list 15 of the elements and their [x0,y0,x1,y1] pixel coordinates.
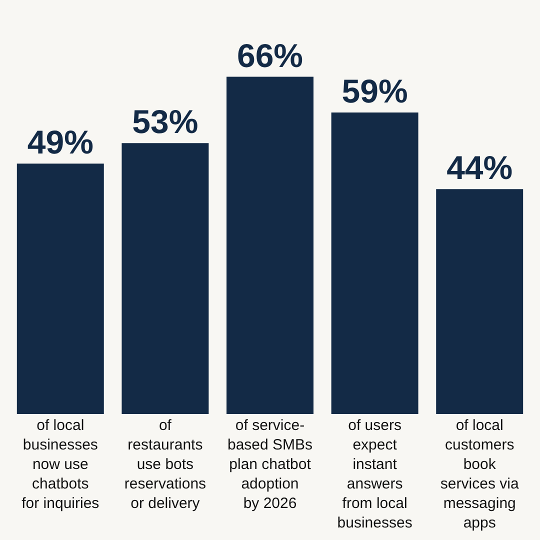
data-label: 53% [132,103,198,140]
bar [436,189,524,414]
bar [226,76,314,414]
bar [16,164,104,414]
x-tick-label: of restaurants use bots reservations or delivery [124,417,206,512]
bar [331,112,418,414]
x-tick-label: of local customers book services via messaging apps [440,417,520,532]
data-label: 66% [236,36,304,74]
x-tick-label: of users expect instant answers from local businesses [337,417,412,532]
bar [122,143,209,414]
x-tick-label: of local businesses now use chatbots for inquiries [22,417,100,512]
data-label: 49% [27,124,94,161]
data-label: 44% [446,149,513,186]
data-label: 59% [342,72,408,110]
x-tick-label: of service- based SMBs plan chatbot adoption by 2026 [227,417,313,512]
